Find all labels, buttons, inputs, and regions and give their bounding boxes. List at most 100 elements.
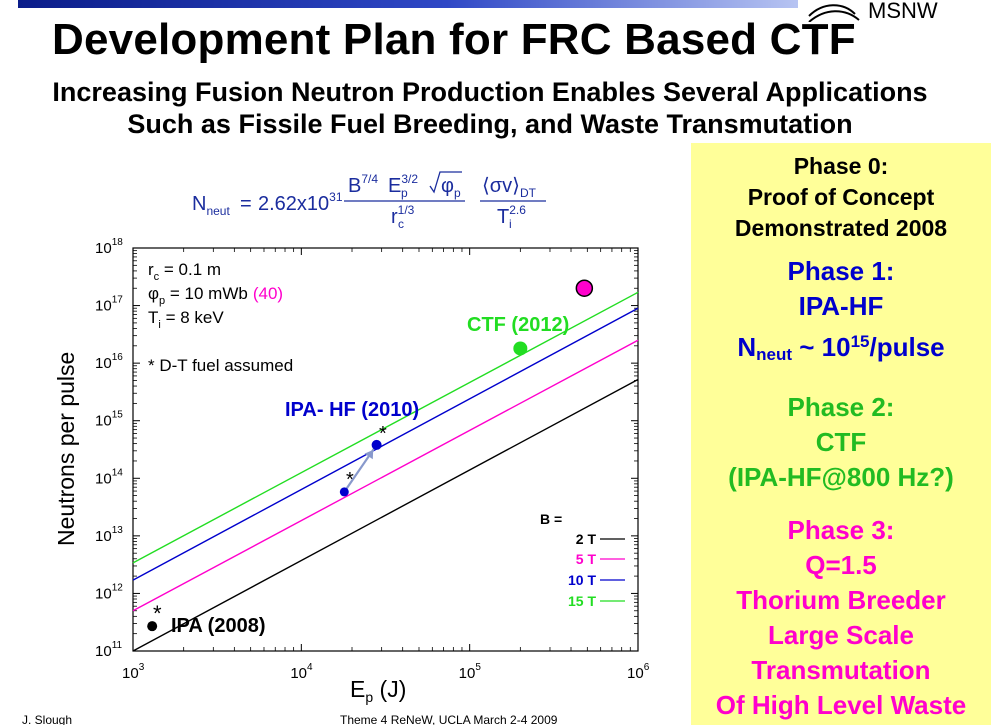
formula-den-r: r	[391, 206, 398, 228]
phase1-neut-sub: neut	[756, 345, 793, 364]
rc-value: = 0.1 m	[159, 260, 221, 279]
phase3-line4: Large Scale	[768, 620, 914, 650]
legend-label-5t: 5 T	[576, 551, 597, 567]
phase1-neut-symbol: N	[737, 332, 757, 362]
plot-frame	[132, 247, 639, 652]
phase3-line2: Q=1.5	[805, 550, 877, 580]
y-axis-ticks: 1011 1012 1013 1014 1015 1016 1017 1018	[95, 237, 638, 660]
phase3-block: Phase 3: Q=1.5 Thorium Breeder Large Sca…	[691, 513, 991, 723]
y-tick-label: 1017	[95, 295, 123, 315]
formula-den-t-sub: i	[509, 217, 512, 231]
phase2-block: Phase 2: CTF (IPA-HF@800 Hz?)	[691, 390, 991, 495]
data-point-2	[339, 487, 349, 497]
y-axis-label: Neutrons per pulse	[53, 352, 79, 546]
x-axis-ticks: 103 104 105 106	[122, 248, 650, 682]
phase3-line5: Transmutation	[751, 655, 931, 685]
top-decorative-rule	[18, 0, 798, 8]
x-tick-label: 106	[627, 662, 650, 682]
parameter-annotations: rc = 0.1 m φp = 10 mWb (40) Ti = 8 keV * …	[148, 260, 293, 375]
phase1-neut-exp: 15	[850, 332, 870, 351]
formula-den-r-exp: 1/3	[398, 203, 415, 217]
phase1-title: Phase 1:	[787, 256, 895, 286]
svg-text:T2.6i: T2.6 i	[497, 203, 526, 231]
footer-author: J. Slough	[22, 713, 73, 725]
svg-text:E3/2p: E3/2 p	[388, 172, 418, 200]
phase3-title: Phase 3:	[787, 515, 895, 545]
phase0-block: Phase 0: Proof of Concept Demonstrated 2…	[691, 151, 991, 244]
neutron-yield-chart: 103 104 105 106 101110121013101410151016101…	[53, 237, 650, 705]
rc-symbol: r	[148, 260, 154, 279]
phase1-neut-mid: ~ 10	[792, 332, 851, 362]
formula-num-e: E	[388, 175, 401, 197]
axis-labels: Ep (J) Neutrons per pulse	[53, 352, 406, 705]
phase1-line2: IPA-HF	[798, 291, 884, 321]
ti-value: = 8 keV	[161, 308, 225, 327]
phase-panel: Phase 0: Proof of Concept Demonstrated 2…	[691, 143, 991, 725]
x-tick-label: 105	[459, 662, 482, 682]
x-axis-label-suffix: (J)	[373, 676, 406, 702]
phi-sub: p	[159, 295, 165, 307]
phase2-title: Phase 2:	[787, 392, 895, 422]
phase0-title: Phase 0:	[793, 153, 889, 179]
phase1-neutron-target: Nneut ~ 1015/pulse	[691, 324, 991, 372]
formula-num-b: B	[348, 175, 361, 197]
subtitle-line-2: Such as Fissile Fuel Breeding, and Waste…	[127, 109, 853, 139]
formula-num-phi-sub: p	[454, 186, 461, 200]
x-tick-label: 103	[122, 662, 145, 682]
data-point-4	[513, 341, 528, 356]
phase1-neut-tail: /pulse	[869, 332, 945, 362]
data-point-1	[147, 621, 158, 632]
data-point-5	[575, 279, 594, 297]
phi-value: = 10 mWb	[165, 284, 248, 303]
point-star-ipa: *	[153, 601, 162, 626]
ti-sub: i	[158, 319, 160, 331]
formula-sigma-v: ⟨σv⟩	[482, 175, 520, 197]
phase2-line2: CTF	[815, 427, 867, 457]
formula-coefficient: 2.62x10	[258, 193, 329, 215]
legend-label-15t: 15 T	[568, 593, 596, 609]
rc-sub: c	[154, 271, 160, 283]
svg-text:r1/3c: r1/3 c	[391, 203, 415, 231]
msnw-logo: MSNW	[808, 0, 938, 22]
x-axis-label: Ep (J)	[350, 676, 406, 705]
formula-lhs-sub: neut	[206, 204, 230, 218]
formula-num-b-exp: 7/4	[361, 172, 378, 186]
formula-den-t-exp: 2.6	[509, 203, 526, 217]
phi-value-alt: (40)	[253, 284, 283, 303]
legend: B = 2 T 5 T 10 T 15 T	[540, 511, 625, 609]
formula-num-e-sub: p	[401, 186, 408, 200]
legend-label-10t: 10 T	[568, 572, 596, 588]
y-tick-label: 1013	[95, 525, 123, 545]
fuel-note: * D-T fuel assumed	[148, 356, 293, 375]
ti-symbol: T	[148, 308, 158, 327]
phase3-line3: Thorium Breeder	[736, 585, 946, 615]
legend-label-2t: 2 T	[576, 531, 597, 547]
phi-symbol: φ	[148, 284, 159, 303]
page-title: Development Plan for FRC Based CTF	[52, 15, 856, 64]
formula-den-t: T	[497, 206, 509, 228]
formula-coefficient-exp: 31	[329, 190, 343, 204]
formula-sigma-sub: DT	[520, 186, 537, 200]
x-axis-label-main: E	[350, 676, 365, 702]
formula-den-r-sub: c	[398, 217, 404, 231]
point-label-ipa-hf-2010: IPA- HF (2010)	[285, 399, 419, 421]
y-tick-label: 1015	[95, 410, 123, 430]
series-line-10t	[132, 307, 639, 581]
svg-text:Nneut: Nneut	[192, 193, 230, 218]
series-line-15t	[132, 291, 639, 564]
y-tick-label: 1012	[95, 582, 123, 602]
legend-title: B =	[540, 511, 562, 527]
y-tick-label: 1018	[95, 237, 123, 257]
phase0-line3: Demonstrated 2008	[734, 215, 948, 241]
formula-num-phi: φ	[441, 175, 454, 197]
point-labels: IPA (2008) * IPA- HF (2010) * * CTF (201…	[153, 314, 569, 637]
svg-text:2.62x1031: 2.62x1031	[258, 190, 343, 215]
point-label-ctf-2012: CTF (2012)	[467, 314, 569, 336]
point-star-ipa-hf: *	[379, 423, 387, 445]
series-line-5t	[132, 339, 639, 612]
point-star-intermediate: *	[346, 469, 354, 491]
formula-equals: =	[240, 193, 252, 215]
phase3-line6: Of High Level Waste	[715, 690, 967, 720]
x-tick-label: 104	[290, 662, 313, 682]
footer-event: Theme 4 ReNeW, UCLA March 2-4 2009	[340, 713, 558, 725]
